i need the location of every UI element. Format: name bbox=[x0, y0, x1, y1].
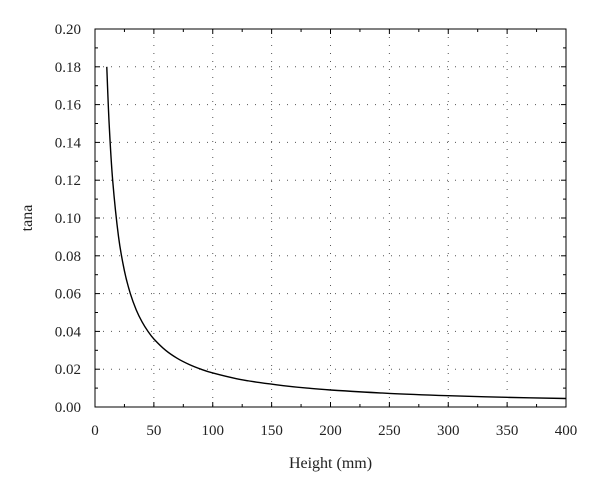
y-tick-label: 0.14 bbox=[55, 135, 82, 151]
x-tick-label: 350 bbox=[496, 423, 519, 439]
series-line bbox=[106, 66, 567, 400]
x-tick-label: 200 bbox=[319, 423, 342, 439]
y-tick-label: 0.10 bbox=[55, 211, 81, 227]
x-axis-label: Height (mm) bbox=[289, 455, 372, 472]
y-tick-label: 0.04 bbox=[55, 324, 82, 340]
x-tick-labels: 0 50 100 150 200 250 300 350 400 bbox=[91, 423, 577, 439]
y-tick-label: 0.02 bbox=[55, 362, 81, 378]
x-tick-label: 100 bbox=[202, 423, 225, 439]
x-tick-label: 0 bbox=[91, 423, 99, 439]
x-tick-label: 50 bbox=[146, 423, 161, 439]
grid-lines bbox=[95, 29, 566, 407]
series-curve-layer bbox=[106, 66, 567, 400]
y-tick-label: 0.16 bbox=[55, 98, 82, 114]
axis-ticks bbox=[94, 28, 567, 408]
y-tick-label: 0.12 bbox=[55, 173, 81, 189]
y-axis-label: tana bbox=[19, 205, 36, 232]
x-tick-label: 150 bbox=[260, 423, 283, 439]
y-tick-label: 0.18 bbox=[55, 60, 81, 76]
y-tick-label: 0.08 bbox=[55, 249, 81, 265]
y-tick-labels: 0.00 0.02 0.04 0.06 0.08 0.10 0.12 0.14 0.16 0.18… bbox=[55, 22, 82, 416]
x-tick-label: 300 bbox=[437, 423, 460, 439]
y-tick-label: 0.00 bbox=[55, 400, 81, 416]
x-tick-label: 400 bbox=[555, 423, 578, 439]
y-tick-label: 0.20 bbox=[55, 22, 81, 38]
y-tick-label: 0.06 bbox=[55, 287, 82, 303]
x-tick-label: 250 bbox=[378, 423, 401, 439]
